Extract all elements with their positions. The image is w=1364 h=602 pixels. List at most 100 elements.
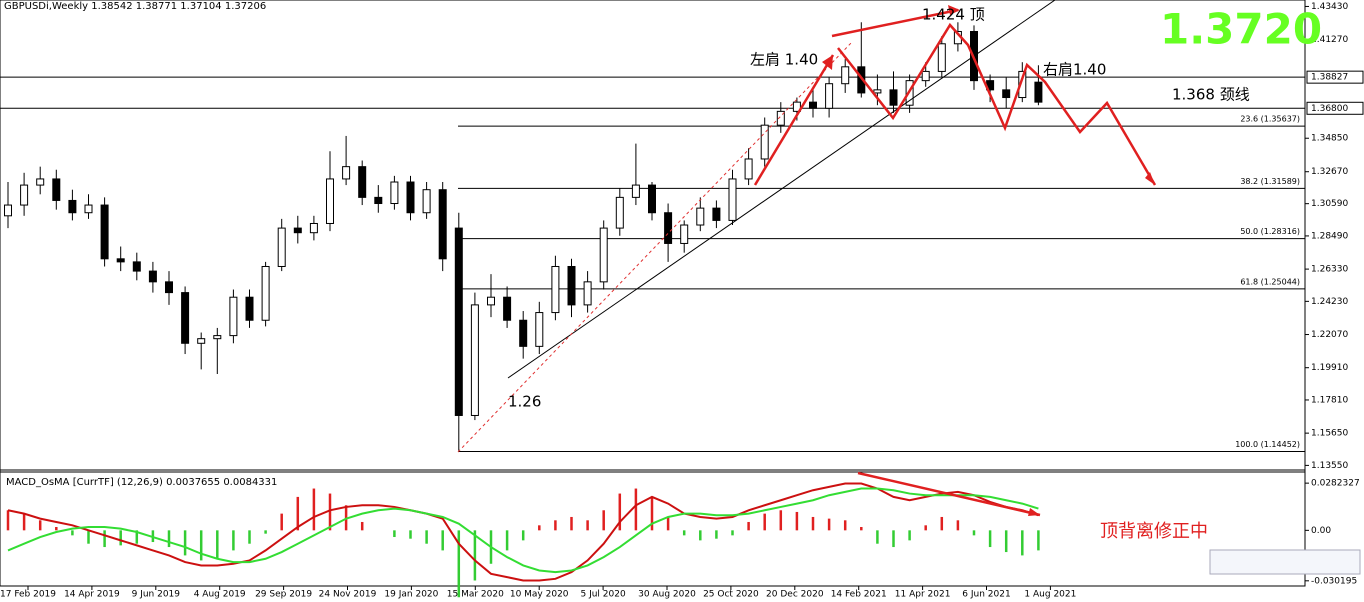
fib-label: 38.2 (1.31589) <box>1240 177 1300 186</box>
fib-label: 61.8 (1.25044) <box>1240 277 1300 286</box>
x-tick-label: 30 Aug 2020 <box>638 590 696 600</box>
candle-body <box>52 178 61 201</box>
candle-body <box>760 124 769 160</box>
y-tick-label: 1.17810 <box>1311 395 1348 405</box>
x-tick-label: 15 Mar 2020 <box>447 590 504 600</box>
watermark-toolbar <box>1209 549 1361 575</box>
candle-body <box>809 101 817 109</box>
candle-body <box>342 166 351 180</box>
x-tick-label: 14 Apr 2019 <box>64 590 120 600</box>
candle-body <box>664 212 673 244</box>
candle-body <box>326 178 334 224</box>
candle-body <box>631 184 640 198</box>
arrowheads <box>822 5 1155 516</box>
candle-body <box>406 181 415 214</box>
candle-body <box>744 158 753 180</box>
annotation: 左肩 1.40 <box>750 51 818 69</box>
candle-body <box>792 101 801 112</box>
x-tick-label: 1 Aug 2021 <box>1024 590 1076 600</box>
candle-body <box>454 227 463 416</box>
x-tick-label: 19 Jan 2020 <box>384 590 438 600</box>
price-callout: 1.3720 <box>1160 5 1322 54</box>
y-tick-label: 1.30590 <box>1311 199 1348 209</box>
candle-body <box>84 204 93 214</box>
candle-body <box>615 196 624 229</box>
candle-body <box>889 89 898 106</box>
candle-body <box>277 227 286 267</box>
candle-body <box>551 265 560 314</box>
price-label-box <box>1306 70 1364 84</box>
trend-line <box>507 0 1056 379</box>
candle-body <box>470 304 479 416</box>
candle-body <box>535 312 544 347</box>
annotation: 1.368 颈线 <box>1172 86 1250 104</box>
y-tick-label: 1.26330 <box>1311 265 1348 275</box>
candle-body <box>937 43 946 72</box>
candle-body <box>712 207 721 221</box>
candle-body <box>293 227 302 234</box>
candle-body <box>1018 70 1027 99</box>
price-label: 1.38827 <box>1311 73 1348 83</box>
y-tick-label: 0.0282327 <box>1311 479 1360 489</box>
fib-label: 100.0 (1.14452) <box>1235 440 1300 449</box>
candle-body <box>197 338 206 344</box>
candle-body <box>921 70 930 82</box>
candle-body <box>567 265 576 306</box>
annotation: 顶背离修正中 <box>1100 521 1208 542</box>
x-tick-label: 9 Jun 2019 <box>132 590 181 600</box>
annotation: 右肩1.40 <box>1043 61 1106 79</box>
x-tick-label: 10 May 2020 <box>510 590 569 600</box>
candle-body <box>181 292 190 344</box>
y-tick-label: 1.15650 <box>1311 429 1348 439</box>
candle-body <box>213 335 222 340</box>
candle-body <box>438 189 447 260</box>
candle-body <box>132 261 141 272</box>
x-tick-label: 29 Sep 2019 <box>255 590 312 600</box>
candle-body <box>358 166 367 198</box>
candle-body <box>20 184 29 206</box>
x-tick-label: 20 Dec 2020 <box>766 590 824 600</box>
candle-body <box>116 258 125 263</box>
x-tick-label: 4 Aug 2019 <box>194 590 246 600</box>
y-tick-label: 1.41270 <box>1311 35 1348 45</box>
x-tick-label: 17 Feb 2019 <box>0 590 56 600</box>
candle-body <box>1034 81 1043 103</box>
candle-body <box>503 296 512 321</box>
candle-body <box>100 204 109 260</box>
candle-body <box>374 196 383 205</box>
candle-body <box>422 189 431 214</box>
candle-body <box>68 199 77 214</box>
candle-body <box>165 281 173 294</box>
candle-body <box>261 265 270 321</box>
macd-main-line <box>7 482 1039 582</box>
chart-header: GBPUSDi,Weekly 1.38542 1.38771 1.37104 1… <box>4 1 266 12</box>
y-tick-label: 1.24230 <box>1311 297 1348 307</box>
candle-body <box>36 178 45 186</box>
y-tick-label: 0.00 <box>1311 526 1331 536</box>
candle-body <box>229 296 238 337</box>
y-tick-label: 1.19910 <box>1311 363 1348 373</box>
candle-body <box>825 83 834 109</box>
annotation: 1.424 顶 <box>922 6 985 24</box>
candle-body <box>873 89 882 94</box>
candle-body <box>680 224 689 244</box>
candle-body <box>648 184 656 214</box>
x-tick-label: 11 Apr 2021 <box>895 590 951 600</box>
y-tick-label: 1.13550 <box>1311 461 1348 471</box>
fib-label: 50.0 (1.28316) <box>1240 227 1300 236</box>
macd-header: MACD_OsMA [CurrTF] (12,26,9) 0.0037655 0… <box>6 477 277 488</box>
plot-frame <box>0 0 1306 587</box>
candle-body <box>776 110 785 126</box>
trend-line <box>457 41 853 453</box>
candle-body <box>309 222 318 234</box>
x-tick-label: 24 Nov 2019 <box>319 590 377 600</box>
x-tick-label: 14 Feb 2021 <box>831 590 887 600</box>
arrows <box>753 8 1157 517</box>
candle-body <box>4 204 12 217</box>
candle-body <box>148 270 157 283</box>
y-tick-label: 1.28490 <box>1311 231 1348 241</box>
candle-body <box>696 207 705 226</box>
candle-body <box>599 227 608 283</box>
macd-signal-line <box>7 487 1039 574</box>
